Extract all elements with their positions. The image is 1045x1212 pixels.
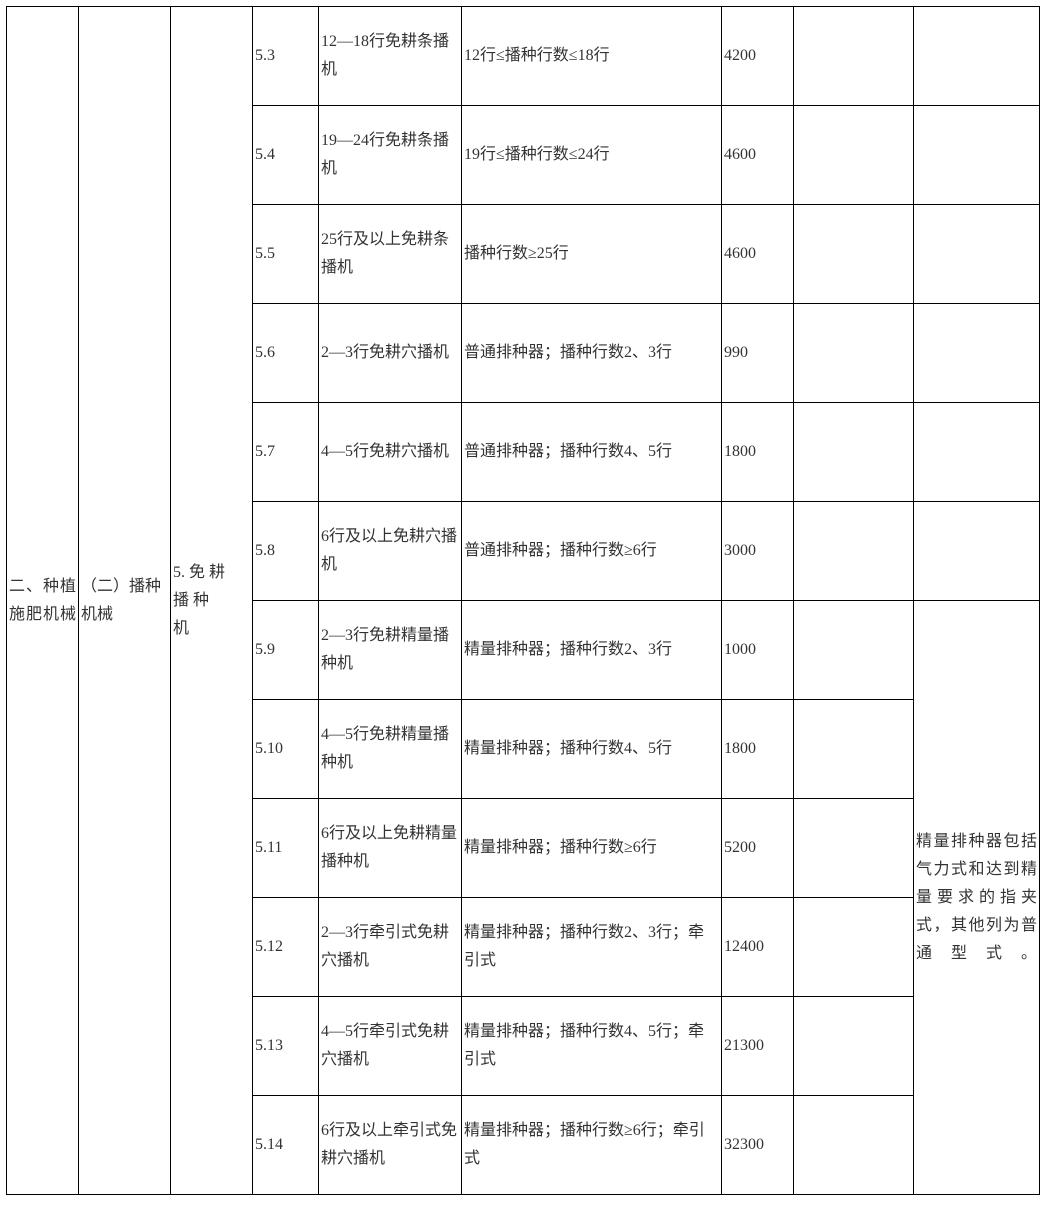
value-cell: 1800 [722,700,794,799]
value-cell: 1000 [722,601,794,700]
value-cell: 4200 [722,7,794,106]
value-cell: 990 [722,304,794,403]
name-cell: 19—24行免耕条播机 [319,106,462,205]
blank-cell [794,601,914,700]
spec-cell: 精量排种器；播种行数≥6行 [462,799,722,898]
code-cell: 5.3 [253,7,319,106]
code-cell: 5.6 [253,304,319,403]
spec-cell: 普通排种器；播种行数≥6行 [462,502,722,601]
code-cell: 5.11 [253,799,319,898]
code-cell: 5.8 [253,502,319,601]
note-cell [914,106,1040,205]
spec-cell: 精量排种器；播种行数≥6行；牵引式 [462,1096,722,1195]
name-cell: 12—18行免耕条播机 [319,7,462,106]
note-cell [914,7,1040,106]
value-cell: 3000 [722,502,794,601]
blank-cell [794,403,914,502]
group-line-3: 机 [173,620,189,637]
name-cell: 6行及以上免耕穴播机 [319,502,462,601]
code-cell: 5.10 [253,700,319,799]
blank-cell [794,106,914,205]
table-row: 二、种植施肥机械（二）播种机械5. 免 耕播 种机5.312—18行免耕条播机1… [7,7,1040,106]
value-cell: 21300 [722,997,794,1096]
spec-cell: 普通排种器；播种行数2、3行 [462,304,722,403]
spec-cell: 19行≤播种行数≤24行 [462,106,722,205]
category-col: 二、种植施肥机械 [7,7,79,1195]
spec-cell: 播种行数≥25行 [462,205,722,304]
group-col: 5. 免 耕播 种机 [171,7,253,1195]
blank-cell [794,1096,914,1195]
spec-cell: 12行≤播种行数≤18行 [462,7,722,106]
code-cell: 5.12 [253,898,319,997]
name-cell: 4—5行牵引式免耕穴播机 [319,997,462,1096]
note-cell [914,403,1040,502]
blank-cell [794,304,914,403]
value-cell: 4600 [722,205,794,304]
note-cell [914,205,1040,304]
blank-cell [794,997,914,1096]
value-cell: 1800 [722,403,794,502]
spec-cell: 精量排种器；播种行数4、5行 [462,700,722,799]
blank-cell [794,7,914,106]
subsidy-table: 二、种植施肥机械（二）播种机械5. 免 耕播 种机5.312—18行免耕条播机1… [6,6,1040,1195]
blank-cell [794,700,914,799]
group-line-1: 5. 免 耕 [173,564,225,581]
blank-cell [794,502,914,601]
code-cell: 5.4 [253,106,319,205]
name-cell: 4—5行免耕穴播机 [319,403,462,502]
blank-cell [794,799,914,898]
name-cell: 2—3行牵引式免耕穴播机 [319,898,462,997]
note-merged-cell: 精量排种器包括气力式和达到精量要求的指夹式，其他列为普通型式。 [914,601,1040,1195]
value-cell: 5200 [722,799,794,898]
name-cell: 4—5行免耕精量播种机 [319,700,462,799]
name-cell: 25行及以上免耕条播机 [319,205,462,304]
note-cell [914,304,1040,403]
subcategory-col: （二）播种机械 [79,7,171,1195]
code-cell: 5.9 [253,601,319,700]
name-cell: 2—3行免耕精量播种机 [319,601,462,700]
spec-cell: 普通排种器；播种行数4、5行 [462,403,722,502]
value-cell: 32300 [722,1096,794,1195]
name-cell: 6行及以上免耕精量播种机 [319,799,462,898]
name-cell: 6行及以上牵引式免耕穴播机 [319,1096,462,1195]
code-cell: 5.7 [253,403,319,502]
code-cell: 5.13 [253,997,319,1096]
spec-cell: 精量排种器；播种行数2、3行；牵引式 [462,898,722,997]
spec-cell: 精量排种器；播种行数4、5行；牵引式 [462,997,722,1096]
spec-cell: 精量排种器；播种行数2、3行 [462,601,722,700]
blank-cell [794,898,914,997]
value-cell: 12400 [722,898,794,997]
value-cell: 4600 [722,106,794,205]
blank-cell [794,205,914,304]
code-cell: 5.5 [253,205,319,304]
code-cell: 5.14 [253,1096,319,1195]
note-cell [914,502,1040,601]
group-line-2: 播 种 [173,592,209,609]
name-cell: 2—3行免耕穴播机 [319,304,462,403]
